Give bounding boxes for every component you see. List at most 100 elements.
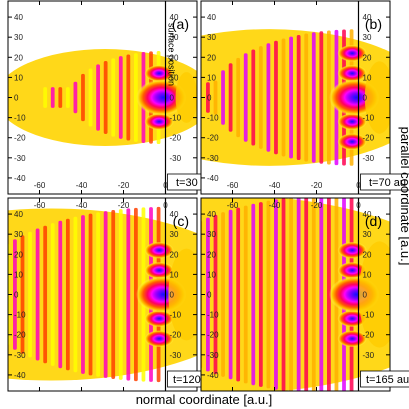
- panel-label: (d): [365, 213, 382, 229]
- panel-label: (a): [172, 16, 189, 32]
- y-tick-label: 30: [207, 33, 216, 42]
- interference-stripe: [88, 213, 93, 376]
- density-lobe: [337, 44, 367, 62]
- x-tick-label: -40: [76, 181, 88, 190]
- interference-stripe: [281, 198, 286, 391]
- y-tick-label: 0: [207, 291, 212, 300]
- x-tick-label: -40: [76, 201, 88, 210]
- y-tick-label: 0: [14, 94, 19, 103]
- y-tick-label: -30: [363, 154, 375, 163]
- x-tick-label: 0: [163, 181, 168, 190]
- interference-stripe: [73, 81, 78, 114]
- y-tick-label: 40: [363, 13, 372, 22]
- interference-stripe: [111, 58, 116, 137]
- y-tick-label: -20: [363, 331, 375, 340]
- interference-stripe: [274, 199, 278, 390]
- y-tick-label: -30: [207, 351, 219, 360]
- y-tick-label: -40: [14, 371, 26, 380]
- interference-stripe: [213, 80, 218, 115]
- interference-stripe: [319, 31, 324, 164]
- y-tick-label: 30: [170, 230, 179, 239]
- x-tick-label: -40: [269, 201, 281, 210]
- interference-stripe: [43, 87, 48, 108]
- interference-stripe: [258, 202, 263, 387]
- density-lobe: [337, 261, 367, 279]
- y-tick-label: 0: [170, 291, 175, 300]
- density-lobe: [144, 241, 174, 259]
- y-tick-label: 20: [170, 53, 179, 62]
- y-tick-label: 20: [170, 250, 179, 259]
- density-lobe: [337, 310, 367, 328]
- interference-stripe: [311, 198, 316, 391]
- heatmap: [201, 198, 390, 391]
- interference-stripe: [266, 200, 271, 389]
- interference-stripe: [96, 212, 100, 377]
- interference-stripe: [221, 70, 225, 125]
- time-label-box: [360, 370, 409, 388]
- y-tick-label: 40: [170, 13, 179, 22]
- y-tick-label: -40: [207, 174, 219, 183]
- interference-stripe: [266, 43, 271, 152]
- y-tick-label: 30: [14, 230, 23, 239]
- panel-label: (b): [365, 16, 382, 32]
- interference-stripe: [81, 73, 85, 122]
- y-tick-label: 0: [207, 94, 212, 103]
- time-label: t=70 au: [360, 173, 409, 191]
- surface-annotation: surface position: [167, 23, 177, 86]
- y-tick-label: 10: [207, 270, 216, 279]
- y-tick-label: 0: [170, 94, 175, 103]
- interference-stripe: [65, 87, 70, 108]
- interference-stripe: [43, 225, 48, 364]
- interference-stripe: [58, 220, 63, 369]
- x-tick-label: -60: [227, 201, 239, 210]
- y-tick-label: 20: [363, 250, 372, 259]
- panel-3: 40 40 30 30 20 20 10 10 0 0 -10 -10 -20 -20 -30 -30 -40 -…: [7, 197, 222, 392]
- y-tick-label: -20: [363, 134, 375, 143]
- y-tick-label: -30: [14, 154, 26, 163]
- y-tick-label: -10: [363, 311, 375, 320]
- interference-stripe: [251, 203, 256, 386]
- interference-stripe: [319, 198, 324, 391]
- interference-stripe: [118, 56, 123, 139]
- y-tick-label: 40: [170, 210, 179, 219]
- transmitted-tail: [175, 72, 197, 123]
- interference-stripe: [251, 49, 256, 146]
- interference-stripe: [296, 198, 301, 391]
- interference-stripe: [243, 53, 248, 142]
- interference-stripe: [296, 34, 301, 161]
- y-tick-label: 0: [363, 291, 368, 300]
- y-tick-label: -20: [207, 331, 219, 340]
- interference-stripe: [304, 33, 309, 162]
- panel-label: (c): [173, 213, 189, 229]
- heatmap: [8, 206, 197, 383]
- interference-stripe: [258, 46, 263, 149]
- transmitted-tail: [358, 241, 390, 348]
- y-tick-label: -10: [170, 311, 182, 320]
- interference-stripe: [126, 208, 131, 381]
- time-label-text: t=165 au: [366, 374, 409, 386]
- y-tick-label: 20: [14, 53, 23, 62]
- interference-stripe: [289, 36, 293, 159]
- x-tick-label: 0: [356, 201, 361, 210]
- x-axis-title: normal coordinate [a.u.]: [136, 392, 273, 407]
- interference-stripe: [243, 205, 248, 384]
- y-tick-label: -30: [207, 154, 219, 163]
- y-tick-label: 10: [14, 270, 23, 279]
- y-tick-label: 10: [170, 73, 179, 82]
- y-tick-label: -10: [14, 311, 26, 320]
- interference-stripe: [103, 211, 108, 378]
- y-tick-label: -10: [363, 114, 375, 123]
- y-tick-label: 30: [207, 230, 216, 239]
- time-label-text: t=70 au: [369, 177, 406, 189]
- panel-4: 40 40 30 30 20 20 10 10 0 0 -10 -10 -20 -20 -30 -30 -40 -…: [200, 197, 409, 392]
- x-tick-label: -20: [118, 201, 130, 210]
- y-tick-label: 20: [363, 53, 372, 62]
- interference-stripe: [13, 239, 17, 350]
- central-core-inner: [150, 88, 176, 107]
- y-tick-label: 40: [14, 13, 23, 22]
- interference-stripe: [311, 32, 316, 163]
- y-tick-label: 20: [207, 250, 216, 259]
- y-tick-label: -10: [170, 114, 182, 123]
- interference-stripe: [65, 218, 70, 371]
